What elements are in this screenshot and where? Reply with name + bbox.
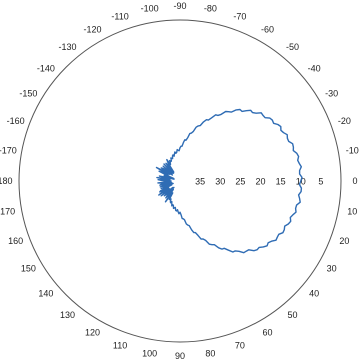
angle-tick-label: -20 [338, 116, 351, 126]
angle-tick-label: 150 [21, 264, 36, 274]
radial-tick-label: 30 [215, 177, 225, 187]
polar-outer-circle [18, 19, 342, 343]
radial-tick-label: 20 [255, 177, 265, 187]
angle-tick-label: 100 [142, 348, 157, 358]
angle-tick-label: 0 [352, 176, 357, 186]
angle-tick-label: 20 [339, 236, 349, 246]
angle-tick-label: 80 [205, 348, 215, 358]
angle-tick-label: -110 [111, 12, 128, 22]
angle-tick-label: -130 [58, 42, 76, 52]
angle-tick-label: -30 [325, 89, 338, 99]
radial-tick-labels: 35 30 25 20 15 10 5 [195, 177, 323, 187]
angle-tick-label: -150 [19, 89, 37, 99]
angle-tick-label: -120 [83, 24, 101, 34]
angle-tick-label: -160 [7, 116, 25, 126]
angle-tick-label: 120 [85, 328, 100, 338]
angle-tick-label: -80 [204, 4, 217, 14]
angle-tick-label: -90 [173, 1, 186, 11]
angle-tick-label: -40 [308, 64, 321, 74]
angle-tick-label: 90 [175, 351, 185, 360]
angle-tick-label: -70 [233, 12, 246, 22]
angle-tick-label: 60 [262, 328, 272, 338]
radial-tick-label: 35 [195, 177, 205, 187]
radiation-pattern-line [155, 108, 303, 254]
angle-tick-label: 10 [347, 206, 357, 216]
angle-tick-label: -170 [0, 146, 17, 156]
angle-tick-label: -50 [286, 42, 299, 52]
angle-tick-label: 70 [235, 340, 245, 350]
angle-tick-label: 130 [60, 310, 75, 320]
angle-tick-label: 160 [8, 236, 23, 246]
radial-tick-label: 5 [318, 177, 323, 187]
angle-tick-label: 30 [327, 264, 337, 274]
radial-tick-label: 25 [235, 177, 245, 187]
angle-tick-label: -60 [261, 24, 274, 34]
angle-tick-label: 170 [0, 206, 15, 216]
radial-tick-label: 15 [276, 177, 286, 187]
angle-tick-label: -140 [37, 64, 55, 74]
angle-tick-label: -10 [346, 146, 359, 156]
angle-tick-label: 180 [0, 176, 13, 186]
angle-tick-label: 50 [287, 310, 297, 320]
angle-tick-label: 40 [309, 289, 319, 299]
angle-tick-label: 140 [38, 289, 53, 299]
angle-tick-label: -100 [141, 4, 159, 14]
angle-tick-label: 110 [113, 340, 127, 350]
